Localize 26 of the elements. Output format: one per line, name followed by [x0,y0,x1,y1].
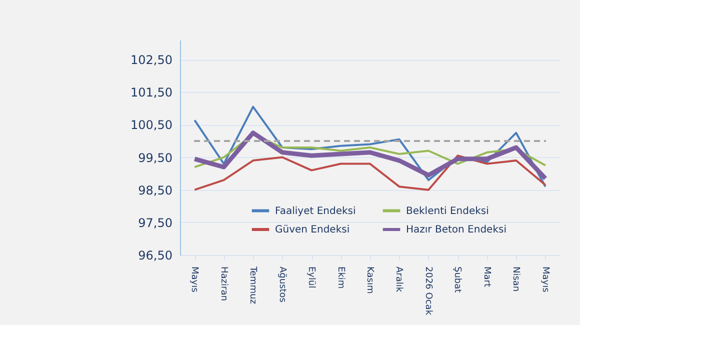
x-tick-label: Kasım [364,266,374,294]
line-series [194,154,546,191]
y-tick-label: 102,50 [130,53,172,68]
x-tick-label: Temmuz [248,266,258,304]
x-tick-label: Mayıs [189,266,200,293]
y-tick-label: 96,50 [138,248,172,262]
x-tick-label: 2026 Ocak [422,266,433,316]
legend-label: Faaliyet Endeksi [275,206,356,217]
y-tick-label: 100,50 [130,118,172,132]
x-tick-label: Haziran [218,266,228,301]
x-tick-label: Mart [481,266,492,288]
line-series [192,130,548,181]
y-tick-label: 97,50 [138,216,172,230]
legend-label: Hazır Beton Endeksi [406,224,506,236]
legend-label: Beklenti Endeksi [406,206,489,217]
y-tick-label: 101,50 [130,86,172,100]
x-tick-label: Şubat [452,266,462,294]
x-tick-label: Aralık [394,266,404,293]
x-tick-label: Nisan [510,266,521,292]
x-tick-label: Ağustos [276,266,288,303]
x-tick-label: Eylül [306,266,316,288]
x-tick-label: Ekim [335,266,346,289]
legend-label: Güven Endeksi [275,224,350,236]
y-tick-label: 99,50 [138,150,172,165]
y-tick-label: 98,50 [138,183,172,198]
x-tick-label: Mayıs [540,266,550,293]
